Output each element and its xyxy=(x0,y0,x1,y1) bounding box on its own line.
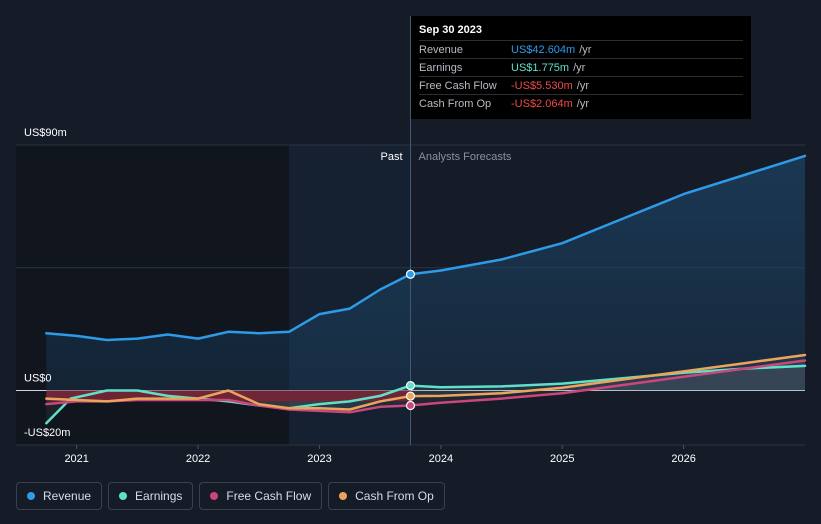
tooltip-unit: /yr xyxy=(576,97,589,110)
tooltip-label: Free Cash Flow xyxy=(419,79,497,92)
cash-from-op-line xyxy=(45,353,807,411)
negative-band xyxy=(46,390,411,402)
legend-item-cash-from-op[interactable]: Cash From Op xyxy=(328,482,445,510)
x-axis-label: 2022 xyxy=(186,453,210,465)
forecast-label: Analysts Forecasts xyxy=(419,151,512,163)
tooltip-label: Earnings xyxy=(419,61,463,74)
revenue-line xyxy=(45,154,807,342)
tooltip-unit: /yr xyxy=(576,79,589,92)
free-cash-flow-dot-icon xyxy=(210,492,219,500)
legend-item-free-cash-flow[interactable]: Free Cash Flow xyxy=(199,482,323,510)
x-axis-label: 2026 xyxy=(671,453,695,465)
earnings-line xyxy=(45,364,807,425)
cash-from-op-marker xyxy=(405,391,416,401)
y-axis-label: US$90m xyxy=(24,127,67,139)
legend-label: Earnings xyxy=(135,489,183,503)
tooltip-value: -US$2.064m xyxy=(511,97,573,110)
tooltip: Sep 30 2023 Revenue US$42.604m /yr Earni… xyxy=(411,16,751,119)
legend-label: Free Cash Flow xyxy=(226,489,312,503)
tooltip-label: Revenue xyxy=(419,43,464,56)
free-cash-flow-line xyxy=(45,359,807,414)
x-axis-label: 2021 xyxy=(64,453,88,465)
earnings-marker xyxy=(405,381,416,391)
tooltip-value: US$1.775m xyxy=(511,61,570,74)
tooltip-date: Sep 30 2023 xyxy=(419,24,482,36)
revenue-marker xyxy=(405,269,416,279)
tooltip-unit: /yr xyxy=(573,61,586,74)
cash-from-op-area xyxy=(46,355,806,410)
tooltip-row: Earnings US$1.775m /yr xyxy=(419,58,743,76)
legend-label: Cash From Op xyxy=(355,489,434,503)
earnings-dot-icon xyxy=(119,492,128,500)
tooltip-row: Revenue US$42.604m /yr xyxy=(419,40,743,58)
past-label: Past xyxy=(380,151,402,163)
y-axis-label: US$0 xyxy=(24,372,52,384)
x-axis-label: 2025 xyxy=(550,453,574,465)
legend-item-earnings[interactable]: Earnings xyxy=(108,482,194,510)
legend-item-revenue[interactable]: Revenue xyxy=(16,482,103,510)
tooltip-value: -US$5.530m xyxy=(511,79,573,92)
free-cash-flow-marker xyxy=(405,400,416,411)
tooltip-label: Cash From Op xyxy=(419,97,492,110)
legend-label: Revenue xyxy=(43,489,92,503)
y-axis-label: -US$20m xyxy=(24,427,70,439)
tooltip-unit: /yr xyxy=(579,43,592,56)
revenue-dot-icon xyxy=(27,492,35,500)
tooltip-row: Cash From Op -US$2.064m /yr xyxy=(419,94,743,112)
cash-from-op-dot-icon xyxy=(339,492,348,500)
tooltip-row: Free Cash Flow -US$5.530m /yr xyxy=(419,76,743,94)
x-axis-label: 2023 xyxy=(307,453,331,465)
tooltip-value: US$42.604m xyxy=(511,43,576,56)
x-axis-label: 2024 xyxy=(429,453,453,465)
legend: Revenue Earnings Free Cash Flow Cash Fro… xyxy=(16,482,445,510)
